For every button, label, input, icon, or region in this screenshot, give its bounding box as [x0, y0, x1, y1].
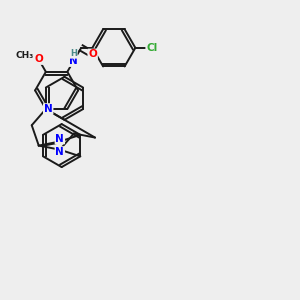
- Text: Cl: Cl: [146, 43, 158, 53]
- Text: N: N: [56, 134, 64, 143]
- Text: CH₃: CH₃: [15, 51, 34, 60]
- Text: N: N: [69, 56, 78, 66]
- Text: O: O: [88, 50, 97, 59]
- Text: N: N: [44, 104, 52, 114]
- Text: O: O: [34, 54, 43, 64]
- Text: N: N: [56, 147, 64, 157]
- Text: H: H: [70, 49, 77, 58]
